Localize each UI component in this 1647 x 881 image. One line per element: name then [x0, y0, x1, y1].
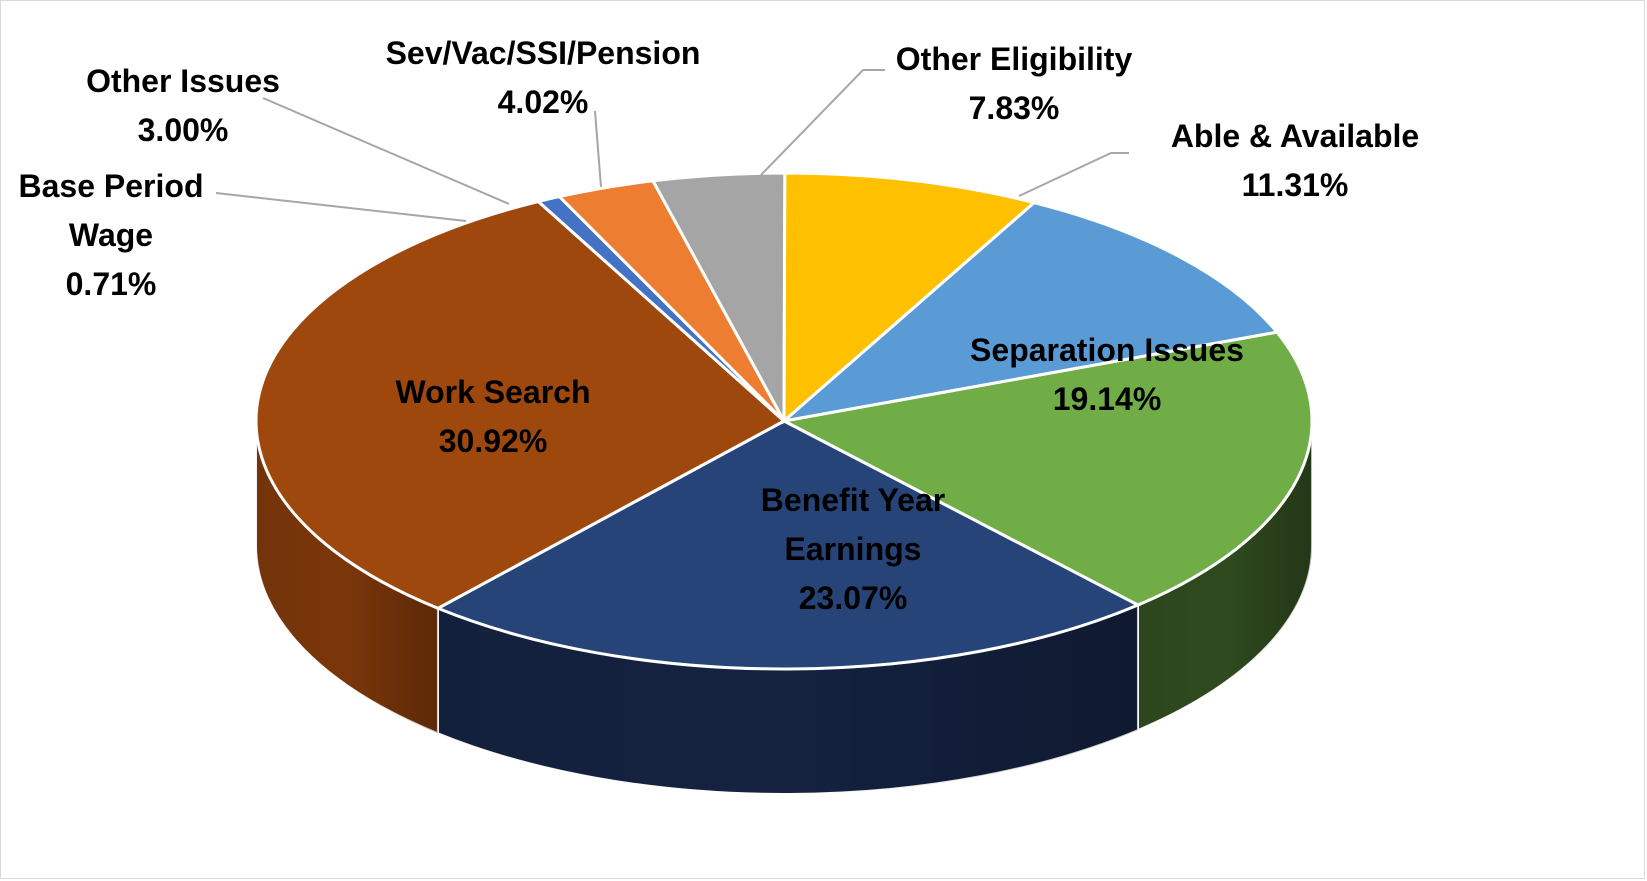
slice-able-available [778, 200, 1280, 424]
label-value-sev-vac-ssi-pension: 4.02% [498, 84, 589, 120]
side-shade-benefit-year-earnings [437, 605, 1138, 794]
data-labels: Separation Issues 19.14% Benefit Year Earni… [19, 35, 1420, 616]
label-value-benefit-year-earnings: 23.07% [799, 580, 908, 616]
label-value-able-available: 11.31% [1242, 167, 1349, 203]
label-other-issues: Other Issues 3.00% [86, 63, 280, 148]
side-shade-separation-issues [1137, 421, 1312, 731]
slice-other-eligibility [782, 171, 1038, 425]
pie-slices [254, 171, 1314, 671]
label-separation-issues: Separation Issues 19.14% [970, 332, 1244, 417]
side-shade-work-search [255, 421, 438, 734]
label-value-separation-issues: 19.14% [1053, 381, 1162, 417]
label-other-eligibility: Other Eligibility 7.83% [896, 41, 1133, 126]
slice-separation-issues [779, 330, 1314, 607]
label-text-other-issues: Other Issues [86, 63, 280, 99]
label-work-search: Work Search 30.92% [395, 374, 590, 459]
slice-benefit-year-earnings [434, 419, 1142, 671]
label-value-base-period-wage: 0.71% [66, 266, 157, 302]
label-text-base-period-wage: Base Period [19, 168, 204, 204]
label-text-able-available: Able & Available [1171, 118, 1419, 154]
label-sev-vac-ssi-pension: Sev/Vac/SSI/Pension 4.02% [386, 35, 701, 120]
label-text-work-search: Work Search [395, 374, 590, 410]
label-base-period-wage: Base Period Wage 0.71% [19, 168, 204, 302]
label-text-sev-vac-ssi-pension: Sev/Vac/SSI/Pension [386, 35, 701, 71]
label-able-available: Able & Available 11.31% [1171, 118, 1419, 203]
label-value-work-search: 30.92% [439, 423, 548, 459]
label-value-other-issues: 3.00% [138, 112, 229, 148]
label-benefit-year-earnings: Benefit Year Earnings 23.07% [761, 482, 945, 616]
label-text-benefit-year-earnings: Benefit Year [761, 482, 945, 518]
label-text-base-period-wage: Wage [69, 217, 153, 253]
leader-base-period-wage [215, 192, 467, 222]
leader-sev-vac-ssi-pension [594, 110, 602, 188]
label-text-other-eligibility: Other Eligibility [896, 41, 1133, 77]
label-value-other-eligibility: 7.83% [969, 90, 1060, 126]
leader-other-issues [262, 97, 510, 205]
label-text-benefit-year-earnings: Earnings [785, 531, 922, 567]
leader-other-eligibility [760, 69, 885, 176]
leader-able-available [1018, 152, 1129, 197]
label-text-separation-issues: Separation Issues [970, 332, 1244, 368]
leader-lines [215, 69, 1129, 222]
pie-sides [255, 420, 1313, 795]
